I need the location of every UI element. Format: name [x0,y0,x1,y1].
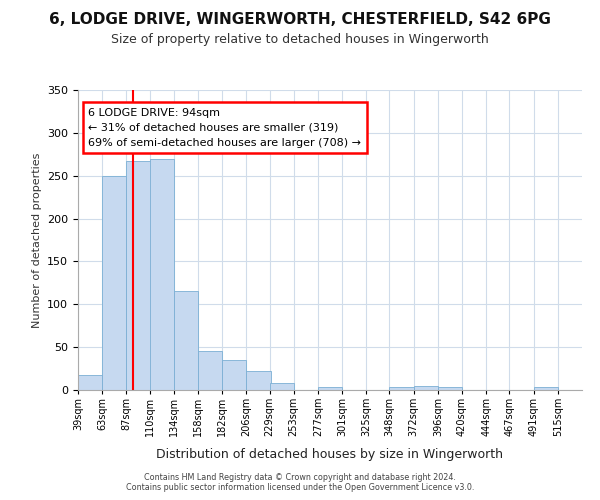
Bar [127,161,151,390]
Bar [222,360,247,390]
Bar [149,158,174,390]
Text: 6, LODGE DRIVE, WINGERWORTH, CHESTERFIELD, S42 6PG: 6, LODGE DRIVE, WINGERWORTH, CHESTERFIEL… [49,12,551,28]
Bar [269,383,294,390]
Bar [198,352,222,390]
Bar [413,386,438,390]
Text: 6 LODGE DRIVE: 94sqm
← 31% of detached houses are smaller (319)
69% of semi-deta: 6 LODGE DRIVE: 94sqm ← 31% of detached h… [88,108,361,148]
Text: Size of property relative to detached houses in Wingerworth: Size of property relative to detached ho… [111,32,489,46]
Y-axis label: Number of detached properties: Number of detached properties [32,152,41,328]
Bar [389,386,413,390]
Bar [102,176,127,390]
Bar [318,386,342,390]
Bar [174,290,198,390]
Bar [247,371,271,390]
X-axis label: Distribution of detached houses by size in Wingerworth: Distribution of detached houses by size … [157,448,503,460]
Bar [438,386,462,390]
Bar [78,374,102,390]
Bar [533,386,558,390]
Text: Contains HM Land Registry data © Crown copyright and database right 2024.
Contai: Contains HM Land Registry data © Crown c… [126,473,474,492]
